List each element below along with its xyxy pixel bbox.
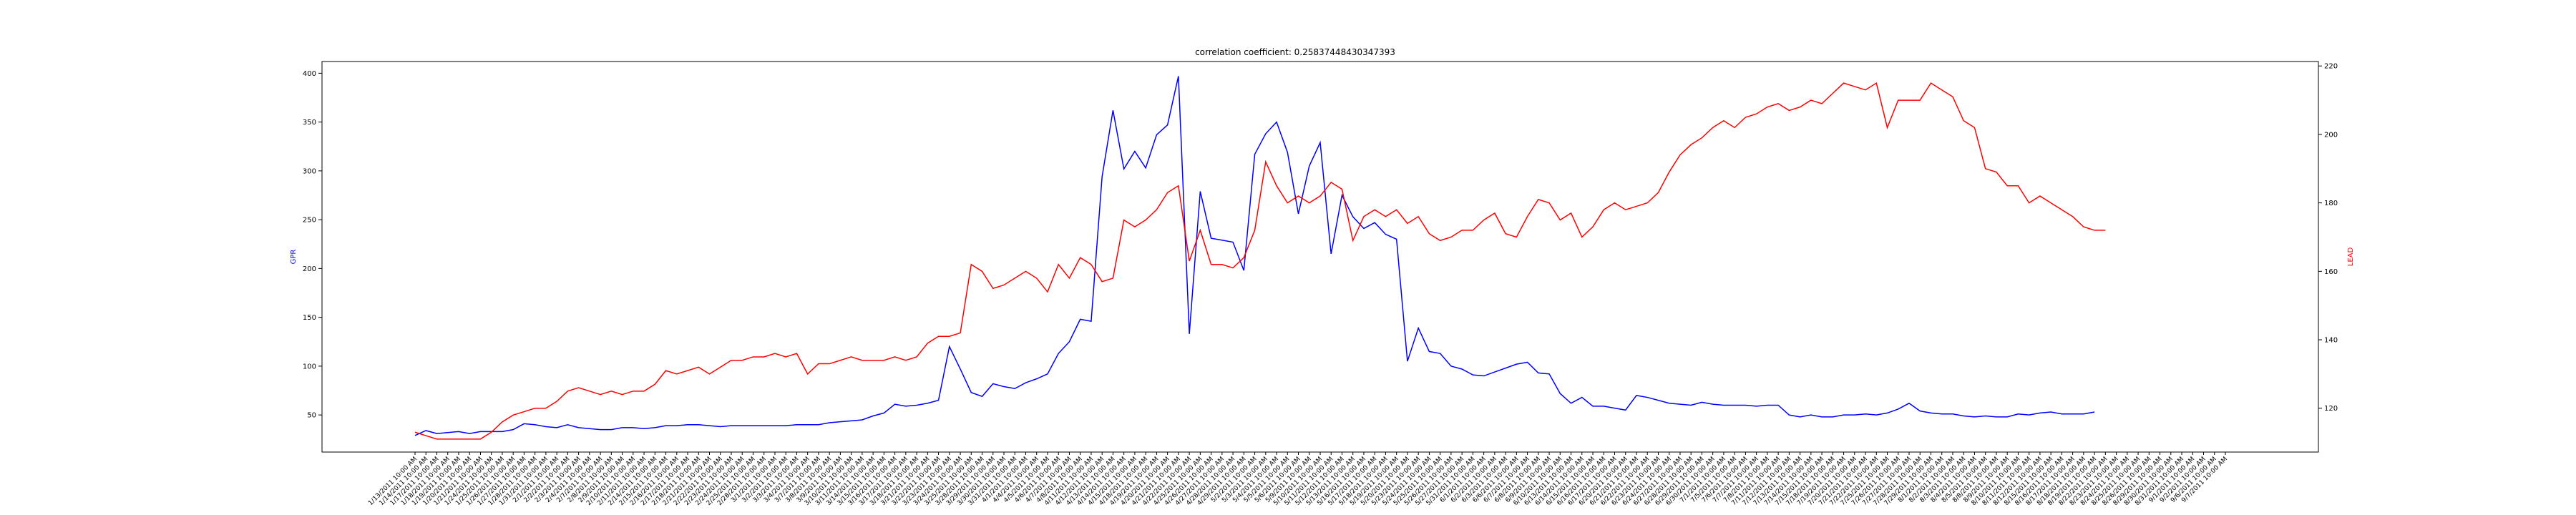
left-y-tick-label: 150 [303,314,316,322]
right-y-tick-label: 120 [2324,405,2338,413]
plot-area [321,61,2319,453]
lead-series-line [414,82,2106,440]
right-y-tick-label: 140 [2324,337,2338,345]
left-y-axis: 50 100 150 200 250 300 350 400 [303,70,322,420]
left-y-tick-label: 400 [303,70,316,78]
plot-frame [321,61,2319,453]
left-y-tick-label: 200 [303,265,316,273]
right-y-tick-label: 200 [2324,131,2338,139]
right-y-tick-label: 180 [2324,200,2338,207]
right-y-tick-label: 220 [2324,63,2338,71]
left-y-tick-label: 100 [303,363,316,371]
left-y-tick-label: 50 [307,412,316,420]
left-axis-title: GPR [290,250,298,265]
chart-title: correlation coefficient: 0.2583744843034… [1195,47,1395,57]
left-y-tick-label: 350 [303,119,316,127]
right-y-axis: 120 140 160 180 200 220 [2318,63,2338,413]
left-y-tick-label: 300 [303,167,316,175]
left-y-tick-label: 250 [303,217,316,225]
right-axis-title: LEAD [2347,247,2355,266]
gpr-series-line [414,76,2095,436]
right-y-tick-label: 160 [2324,268,2338,276]
x-axis: 1/13/2011 10:00 AM1/14/2011 10:00 AM1/17… [367,452,2229,507]
